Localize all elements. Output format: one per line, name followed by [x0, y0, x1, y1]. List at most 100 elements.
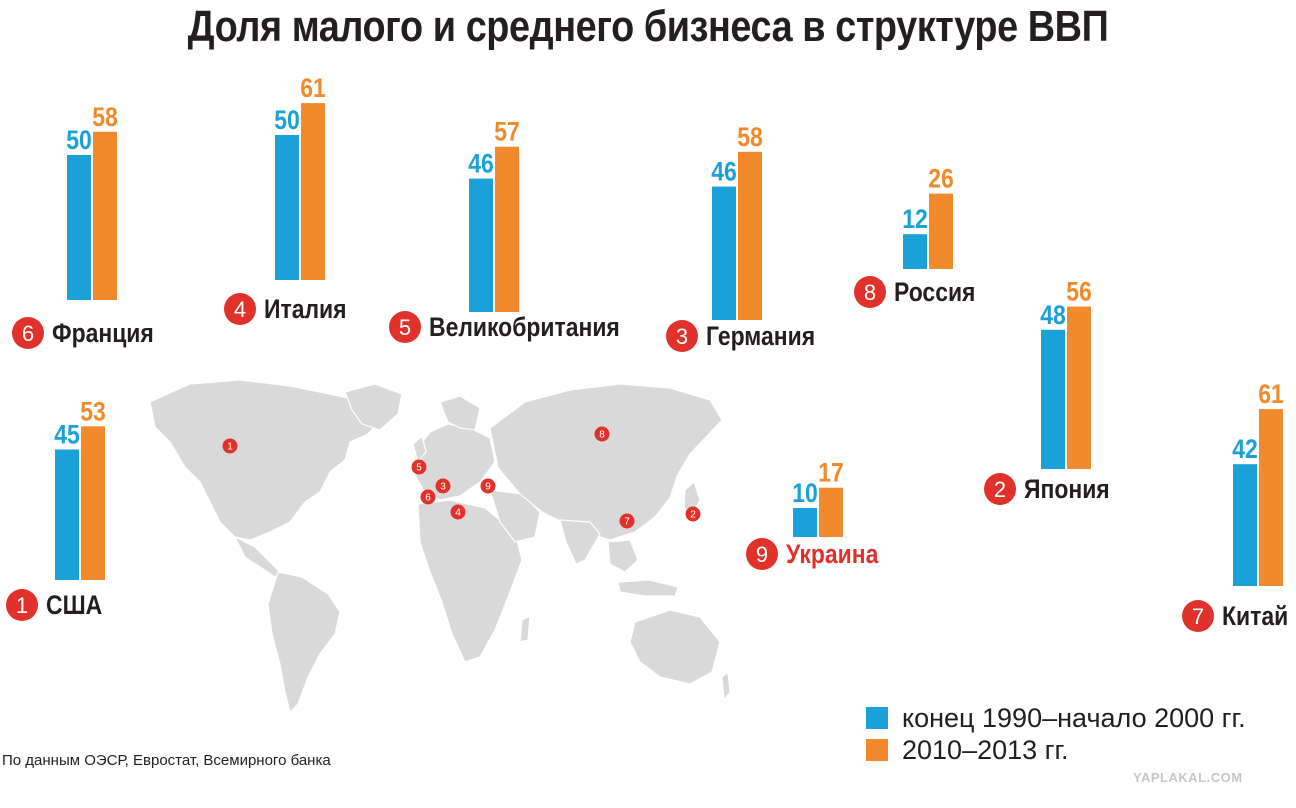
- legend-swatch-series1: [866, 707, 888, 729]
- map-marker: 4: [450, 504, 466, 520]
- svg-text:9: 9: [485, 482, 491, 493]
- chart-title: Доля малого и среднего бизнеса в структу…: [187, 2, 1109, 51]
- map-uk: [412, 434, 427, 464]
- legend-label-series1: конец 1990–начало 2000 гг.: [902, 702, 1246, 733]
- rank-badge: [984, 473, 1016, 505]
- rank-badge: [12, 317, 44, 349]
- rank-number: 5: [399, 315, 411, 340]
- map-greenland: [344, 383, 403, 431]
- map-new-zealand: [721, 670, 730, 702]
- country-label: Россия: [894, 277, 975, 307]
- legend-label-series2: 2010–2013 гг.: [902, 734, 1069, 765]
- rank-number: 2: [994, 477, 1006, 502]
- map-southeast-asia: [607, 539, 639, 573]
- country-label: Великобритания: [429, 312, 620, 342]
- bar-series2: [929, 193, 953, 269]
- data-label: 57: [494, 117, 520, 147]
- svg-text:7: 7: [624, 517, 630, 528]
- map-marker: 8: [594, 426, 610, 442]
- data-label: 50: [274, 105, 300, 135]
- bar-series1: [903, 234, 927, 269]
- map-indonesia: [617, 579, 679, 597]
- svg-text:3: 3: [440, 482, 446, 493]
- data-label: 12: [902, 204, 928, 234]
- data-label: 46: [711, 157, 737, 187]
- rank-number: 9: [756, 542, 768, 567]
- bar-series2: [81, 426, 105, 580]
- rank-number: 1: [16, 593, 28, 618]
- bar-series2: [738, 151, 762, 320]
- legend-item-series1: конец 1990–начало 2000 гг.: [866, 702, 1246, 734]
- map-marker: 9: [480, 478, 496, 494]
- bar-series2: [1259, 409, 1283, 586]
- rank-number: 3: [676, 324, 688, 349]
- data-label: 50: [66, 125, 92, 155]
- map-marker: 1: [222, 438, 238, 454]
- country-label: Франция: [52, 318, 154, 348]
- data-label: 53: [80, 397, 106, 427]
- rank-badge: [6, 589, 38, 621]
- data-label: 26: [928, 164, 954, 194]
- map-india: [559, 519, 601, 565]
- map-australia: [629, 609, 721, 685]
- svg-text:1: 1: [227, 442, 233, 453]
- legend-item-series2: 2010–2013 гг.: [866, 734, 1069, 766]
- map-markers: 1 2 3 4 5 6 7 8 9: [222, 426, 701, 529]
- country-label: Италия: [264, 294, 347, 324]
- bar-series1: [55, 449, 79, 580]
- data-label: 61: [1258, 379, 1284, 409]
- country-label: Япония: [1024, 474, 1110, 504]
- data-label: 42: [1232, 434, 1258, 464]
- rank-number: 8: [864, 280, 876, 305]
- rank-badge: [224, 293, 256, 325]
- data-label: 17: [818, 458, 844, 488]
- svg-text:4: 4: [455, 508, 461, 519]
- rank-badge: [666, 320, 698, 352]
- country-label: США: [46, 590, 102, 620]
- rank-badge: [854, 276, 886, 308]
- svg-text:6: 6: [425, 493, 431, 504]
- data-label: 58: [92, 102, 118, 132]
- map-africa: [417, 499, 523, 663]
- rank-badge: [389, 311, 421, 343]
- map-scandinavia: [439, 395, 481, 431]
- data-label: 45: [54, 420, 80, 450]
- map-marker: 7: [619, 513, 635, 529]
- rank-number: 6: [22, 321, 34, 346]
- map-asia: [489, 383, 723, 541]
- rank-badge: [746, 538, 778, 570]
- world-map: 1 2 3 4 5 6 7 8 9: [149, 379, 730, 714]
- svg-text:5: 5: [416, 463, 422, 474]
- rank-number: 4: [234, 297, 246, 322]
- map-marker: 2: [685, 506, 701, 522]
- bar-series1: [712, 186, 736, 320]
- map-marker: 6: [420, 489, 436, 505]
- map-marker: 5: [411, 459, 427, 475]
- bar-series1: [67, 155, 91, 300]
- map-south-america: [267, 571, 341, 714]
- data-label: 48: [1040, 300, 1066, 330]
- country-label: Китай: [1222, 601, 1288, 631]
- watermark: YAPLAKAL.COM: [1133, 770, 1243, 785]
- source-note: По данным ОЭСР, Евростат, Всемирного бан…: [2, 752, 331, 769]
- data-label: 46: [468, 149, 494, 179]
- legend-swatch-series2: [866, 739, 888, 761]
- bar-series1: [275, 135, 299, 280]
- bar-series1: [1233, 464, 1257, 586]
- data-label: 61: [300, 73, 326, 103]
- map-marker: 3: [435, 478, 451, 494]
- data-label: 10: [792, 478, 818, 508]
- rank-number: 7: [1192, 604, 1204, 629]
- bar-series1: [793, 508, 817, 537]
- country-label: Германия: [706, 321, 815, 351]
- bar-series2: [495, 146, 519, 312]
